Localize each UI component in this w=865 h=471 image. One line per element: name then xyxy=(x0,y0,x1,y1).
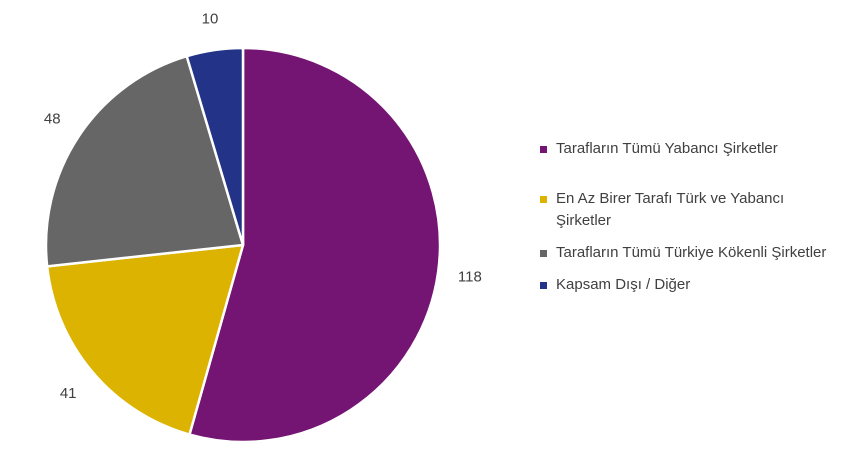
data-label-other: 10 xyxy=(202,10,219,27)
legend-swatch xyxy=(540,250,547,257)
legend-swatch xyxy=(540,196,547,203)
legend-item-other: Kapsam Dışı / Diğer xyxy=(540,274,830,296)
legend-swatch xyxy=(540,146,547,153)
slice-mixed xyxy=(45,243,245,436)
legend-label: Tarafların Tümü Türkiye Kökenli Şirketle… xyxy=(556,244,827,261)
pie-data-labels: 118 41 48 10 xyxy=(44,10,482,402)
legend-label: En Az Birer Tarafı Türk ve Yabancı Şirke… xyxy=(556,190,785,229)
legend-item-turkish: Tarafların Tümü Türkiye Kökenli Şirketle… xyxy=(540,242,830,264)
data-label-mixed: 41 xyxy=(60,385,77,402)
legend-label: Kapsam Dışı / Diğer xyxy=(556,276,691,293)
pie-slices xyxy=(44,46,442,444)
slice-foreign xyxy=(188,46,442,444)
data-label-foreign: 118 xyxy=(458,268,482,285)
slice-other xyxy=(185,46,245,247)
data-label-turkish: 48 xyxy=(44,110,61,127)
legend: Tarafların Tümü Yabancı Şirketler En Az … xyxy=(540,138,830,306)
slice-turkish xyxy=(44,54,245,268)
legend-item-mixed: En Az Birer Tarafı Türk ve Yabancı Şirke… xyxy=(540,188,830,232)
legend-swatch xyxy=(540,282,547,289)
legend-item-foreign: Tarafların Tümü Yabancı Şirketler xyxy=(540,138,830,160)
legend-label: Tarafların Tümü Yabancı Şirketler xyxy=(556,140,778,157)
